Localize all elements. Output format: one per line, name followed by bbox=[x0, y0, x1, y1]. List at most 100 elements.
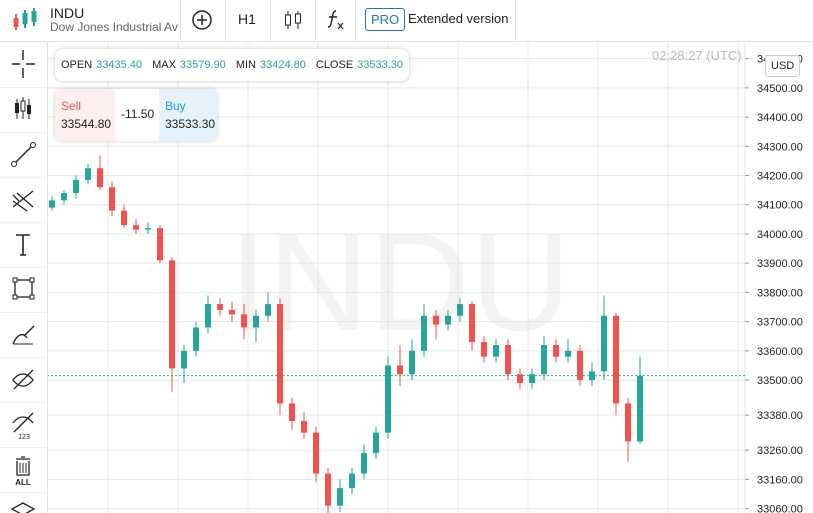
brush-tool[interactable] bbox=[0, 312, 47, 358]
y-tick-label: 33600.00 bbox=[757, 346, 803, 358]
toolbar: 123 ALL bbox=[0, 42, 48, 513]
shape-tool[interactable] bbox=[0, 267, 47, 313]
ohlc-label: OPEN bbox=[61, 59, 93, 71]
chart-type-button[interactable] bbox=[282, 9, 304, 31]
y-tick-label: 33900.00 bbox=[757, 258, 803, 270]
candle-body bbox=[241, 314, 247, 328]
y-tick-label: 34500.00 bbox=[757, 83, 803, 95]
y-tick-label: 34300.00 bbox=[757, 141, 803, 153]
text-tool[interactable] bbox=[0, 222, 47, 268]
y-tick-label: 34200.00 bbox=[757, 171, 803, 183]
buy-label: Buy bbox=[165, 99, 186, 113]
logo bbox=[13, 8, 37, 30]
candle-body bbox=[205, 304, 211, 328]
pro-badge[interactable]: PRO bbox=[365, 8, 406, 31]
top-bar: INDU Dow Jones Industrial Ave H1 PRO Ext… bbox=[0, 0, 813, 42]
ohlc-label: CLOSE bbox=[315, 59, 354, 71]
candle-body bbox=[133, 225, 139, 230]
candle-body bbox=[373, 432, 379, 454]
layers-tool[interactable] bbox=[0, 492, 47, 513]
measure-tool[interactable]: 123 bbox=[0, 402, 47, 448]
candle-body bbox=[493, 344, 499, 357]
y-tick-label: 33500.00 bbox=[757, 375, 803, 387]
watermark: INDU bbox=[229, 203, 571, 360]
candle-body bbox=[433, 315, 439, 325]
symbol-name: Dow Jones Industrial Ave bbox=[50, 20, 178, 34]
candle-body bbox=[397, 365, 403, 375]
sell-button[interactable]: Sell 33544.80 bbox=[55, 89, 115, 141]
clock: 02:28:27 (UTC) bbox=[652, 48, 742, 63]
candle-body bbox=[505, 344, 511, 375]
candle-body bbox=[613, 315, 619, 404]
candle-body bbox=[481, 342, 487, 357]
sell-price: 33544.80 bbox=[61, 117, 112, 131]
ohlc-value: 33533.30 bbox=[357, 59, 404, 71]
candle-body bbox=[181, 350, 187, 369]
candle-body bbox=[49, 200, 55, 208]
candle-body bbox=[229, 309, 235, 315]
candle-body bbox=[637, 375, 643, 442]
ohlc-label: MAX bbox=[152, 59, 176, 71]
y-tick-label: 33700.00 bbox=[757, 317, 803, 329]
candle-body bbox=[157, 228, 163, 261]
spread: -11.50 bbox=[121, 107, 155, 121]
ohlc-value: 33435.40 bbox=[96, 59, 143, 71]
candle-body bbox=[217, 304, 223, 310]
ohlc-value: 33424.80 bbox=[259, 59, 306, 71]
candle-body bbox=[601, 315, 607, 372]
y-tick-label: 33160.00 bbox=[757, 474, 803, 486]
candle-body bbox=[625, 403, 631, 442]
y-tick-label: 33380.00 bbox=[757, 410, 803, 422]
candle-body bbox=[193, 327, 199, 351]
candle-body bbox=[73, 179, 79, 194]
y-tick-label: 33060.00 bbox=[757, 504, 803, 513]
candle-body bbox=[121, 210, 127, 226]
candle-body bbox=[337, 488, 343, 506]
candle-body bbox=[457, 304, 463, 316]
candle-body bbox=[565, 350, 571, 357]
candle-body bbox=[97, 168, 103, 188]
candle-body bbox=[253, 315, 259, 328]
ohlc-label: MIN bbox=[235, 59, 256, 71]
tool-label: ALL bbox=[15, 478, 31, 487]
add-button[interactable] bbox=[191, 9, 213, 31]
crosshair-tool[interactable] bbox=[0, 42, 47, 88]
candle-body bbox=[469, 304, 475, 343]
buy-button[interactable]: Buy 33533.30 bbox=[159, 89, 217, 141]
candle-body bbox=[85, 168, 91, 180]
candle-body bbox=[169, 260, 175, 369]
y-tick-label: 34000.00 bbox=[757, 229, 803, 241]
candle-body bbox=[325, 473, 331, 506]
line-tool[interactable] bbox=[0, 132, 47, 178]
candle-body bbox=[145, 228, 151, 230]
sell-label: Sell bbox=[61, 99, 82, 113]
delete-tool[interactable]: ALL bbox=[0, 447, 47, 493]
currency-button[interactable]: USD bbox=[765, 55, 801, 77]
candle-body bbox=[313, 432, 319, 474]
candle-body bbox=[385, 365, 391, 433]
trade-box: Sell 33544.80 -11.50 Buy 33533.30 bbox=[55, 89, 217, 141]
candle-body bbox=[349, 473, 355, 489]
candle-body bbox=[361, 453, 367, 474]
y-tick-label: 33800.00 bbox=[757, 287, 803, 299]
hide-tool[interactable] bbox=[0, 357, 47, 403]
indicators-button[interactable] bbox=[325, 8, 347, 32]
candle-body bbox=[553, 344, 559, 357]
candle-body bbox=[541, 344, 547, 375]
candle-body bbox=[517, 374, 523, 383]
candle-body bbox=[421, 315, 427, 351]
y-tick-label: 33260.00 bbox=[757, 445, 803, 457]
y-tick-label: 34100.00 bbox=[757, 200, 803, 212]
interval-button[interactable]: H1 bbox=[238, 11, 256, 27]
buy-price: 33533.30 bbox=[165, 117, 216, 131]
candle-body bbox=[301, 420, 307, 433]
candle-body bbox=[529, 374, 535, 383]
extended-link[interactable]: Extended version bbox=[408, 11, 509, 26]
candle-body bbox=[61, 193, 67, 201]
candle-body bbox=[445, 315, 451, 325]
candle-body bbox=[289, 403, 295, 421]
fib-tool[interactable] bbox=[0, 177, 47, 223]
candles-tool[interactable] bbox=[0, 87, 47, 133]
symbol[interactable]: INDU bbox=[50, 5, 85, 21]
candle-body bbox=[109, 187, 115, 211]
